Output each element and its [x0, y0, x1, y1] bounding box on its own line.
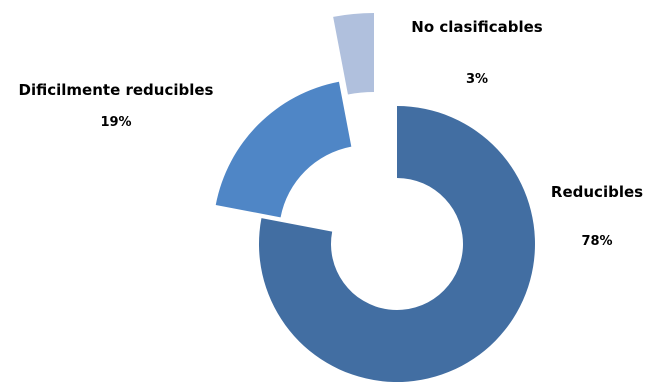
value-label-reducibles: 78%: [581, 234, 612, 249]
value-label-no-clasificables: 3%: [466, 72, 488, 87]
slices-group: [215, 13, 535, 382]
slice-no-clasificables: [333, 13, 374, 95]
slice-reducibles: [258, 106, 535, 382]
label-dificilmente-reducibles: Dificilmente reducibles: [19, 81, 214, 99]
slice-dificilmente-reducibles: [215, 81, 352, 218]
value-label-dificilmente-reducibles: 19%: [100, 115, 131, 130]
label-reducibles: Reducibles: [551, 183, 643, 201]
label-no-clasificables: No clasificables: [411, 18, 542, 36]
